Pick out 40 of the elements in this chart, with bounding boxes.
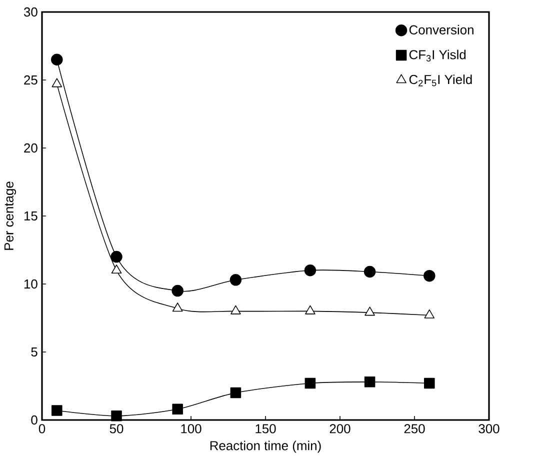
y-tick-label: 20 [24, 143, 38, 153]
x-tick-label: 100 [181, 424, 202, 434]
point [230, 305, 241, 314]
x-tick-label: 200 [330, 424, 350, 434]
point [172, 284, 184, 297]
x-axis-title: Reaction time (min) [210, 440, 321, 453]
x-tick-label: 150 [256, 424, 276, 434]
legend-label: Conversion [409, 24, 474, 34]
point [111, 410, 122, 422]
y-tick-label: 30 [24, 7, 38, 17]
y-tick-label: 10 [24, 279, 38, 289]
point [52, 78, 62, 88]
x-tick-label: 50 [110, 424, 124, 434]
point [424, 309, 435, 318]
point [172, 302, 183, 312]
point [52, 405, 62, 416]
point [424, 378, 435, 389]
point [230, 387, 242, 398]
point [111, 264, 122, 274]
point [364, 266, 376, 278]
point [51, 54, 63, 66]
y-tick-label: 0 [31, 415, 38, 425]
x-tick-label: 300 [478, 424, 500, 434]
legend-label: CF$_{3}$I Yisld [409, 50, 466, 62]
x-tick-label: 250 [404, 424, 425, 434]
point [230, 274, 242, 286]
point [364, 306, 375, 316]
point [172, 404, 183, 414]
point [304, 378, 316, 389]
y-tick-label: 15 [24, 211, 38, 221]
y-tick-label: 25 [24, 75, 38, 85]
point [110, 250, 122, 263]
x-tick-label: 0 [38, 424, 46, 434]
point [304, 264, 316, 276]
point [364, 376, 376, 388]
point [305, 305, 316, 314]
y-axis-title: Per centage [4, 182, 16, 250]
point [424, 270, 436, 282]
y-tick-label: 5 [31, 347, 38, 357]
legend-label: C$_{2}$F$_{5}$I Yield [409, 74, 472, 86]
